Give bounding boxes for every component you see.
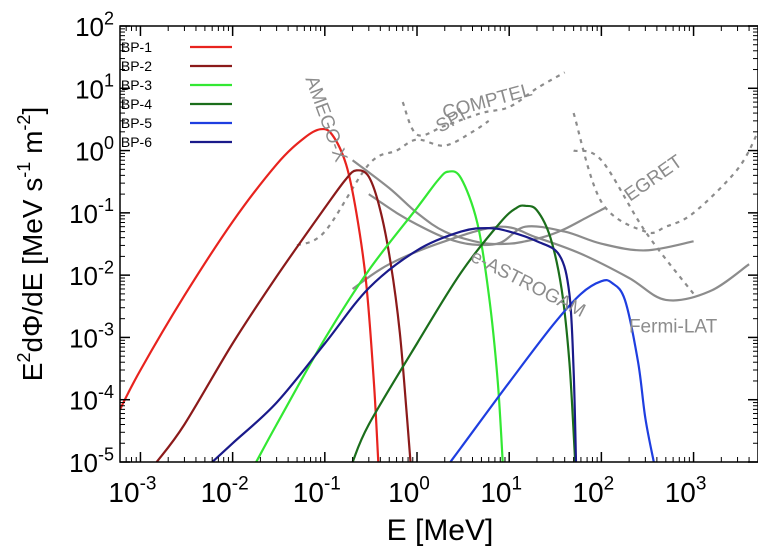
y-axis-label: E2dΦ/dE [MeV s-1 m-2]: [14, 107, 48, 381]
series-line-bp-6: [211, 226, 578, 462]
y-tick-label: 101: [75, 71, 114, 105]
y-tick-label: 100: [75, 133, 114, 167]
series-line-bp-1: [120, 127, 380, 462]
legend-label: BP-5: [121, 115, 152, 131]
series-line-bp-5: [449, 279, 655, 462]
sensitivity-curve-amego-x: [351, 159, 606, 246]
curve-label-comptel: COMPTEL: [440, 80, 534, 124]
x-axis-label: E [MeV]: [387, 514, 494, 547]
y-tick-label: 10-2: [69, 257, 114, 291]
sensitivity-curve-e-astrogam: [368, 193, 694, 252]
sensitivity-curve-extra-5: [573, 149, 695, 295]
x-tick-label: 10-3: [108, 473, 156, 508]
x-tick-label: 103: [665, 473, 707, 508]
legend-label: BP-2: [121, 58, 152, 74]
curve-label-egret: EGRET: [621, 151, 687, 206]
series-line-bp-3: [255, 170, 504, 462]
y-tick-label: 102: [75, 8, 114, 42]
sensitivity-curve-comptel: [401, 71, 566, 137]
legend-label: BP-6: [121, 134, 152, 150]
curve-label-amego-x: AMEGO-X: [301, 73, 352, 165]
x-tick-label: 101: [480, 473, 522, 508]
plot-frame: [119, 25, 758, 463]
series-line-bp-2: [155, 169, 412, 462]
y-tick-label: 10-1: [69, 195, 114, 229]
sensitivity-curve-spi: [296, 119, 490, 247]
series-line-bp-4: [351, 204, 577, 462]
curve-label-e-astrogam: e-ASTROGAM: [467, 246, 588, 322]
y-tick-label: 10-5: [69, 444, 114, 478]
sensitivity-curve-egret: [572, 112, 758, 235]
x-tick-label: 10-1: [293, 473, 341, 508]
legend-label: BP-1: [121, 39, 152, 55]
curve-label-fermi-lat: Fermi-LAT: [629, 316, 718, 337]
y-tick-label: 10-4: [69, 382, 114, 416]
y-tick-label: 10-3: [69, 320, 114, 354]
x-tick-label: 102: [573, 473, 615, 508]
legend-label: BP-4: [121, 96, 152, 112]
legend-label: BP-3: [121, 77, 152, 93]
x-tick-label: 10-2: [201, 473, 249, 508]
x-tick-label: 100: [388, 473, 430, 508]
